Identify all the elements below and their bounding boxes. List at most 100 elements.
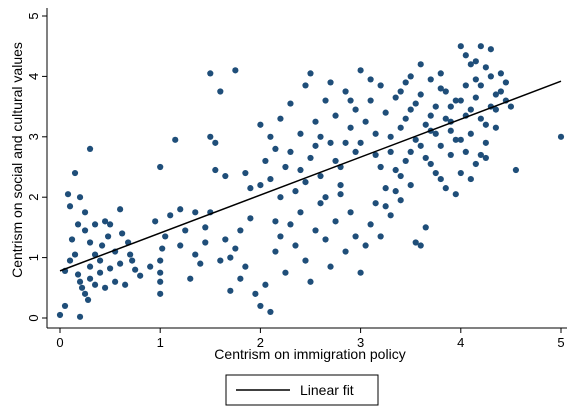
data-point xyxy=(327,139,334,146)
data-point xyxy=(427,112,434,119)
data-point xyxy=(467,130,474,137)
x-tick-label: 1 xyxy=(157,335,164,350)
data-point xyxy=(497,70,504,77)
data-point xyxy=(467,175,474,183)
data-point xyxy=(207,133,214,140)
data-point xyxy=(412,239,419,246)
data-point xyxy=(347,209,354,216)
data-point xyxy=(397,172,404,180)
data-point xyxy=(237,275,244,282)
data-point xyxy=(487,73,494,80)
data-point xyxy=(382,203,389,210)
linear-fit-line xyxy=(59,80,562,272)
data-point xyxy=(472,76,479,83)
data-point xyxy=(119,230,126,237)
data-point xyxy=(442,88,449,95)
data-point xyxy=(397,124,404,131)
data-point xyxy=(267,308,274,316)
data-point xyxy=(377,233,384,240)
data-point xyxy=(407,73,414,80)
data-point xyxy=(107,265,114,272)
data-point xyxy=(312,118,319,125)
data-point xyxy=(227,287,234,294)
data-point xyxy=(422,121,429,128)
data-point xyxy=(297,166,304,174)
data-point xyxy=(177,242,184,249)
data-point xyxy=(352,233,359,240)
data-point xyxy=(402,79,409,86)
data-point xyxy=(427,160,434,168)
data-point xyxy=(417,142,424,149)
data-point xyxy=(122,281,129,288)
data-point xyxy=(352,106,359,113)
data-point xyxy=(342,139,349,146)
data-point xyxy=(197,260,204,267)
data-point xyxy=(457,169,464,177)
data-point xyxy=(437,175,444,183)
y-tick-label: 0 xyxy=(26,314,41,321)
data-point xyxy=(432,103,439,110)
data-point xyxy=(242,263,249,270)
data-point xyxy=(362,118,369,125)
data-point xyxy=(297,209,304,216)
data-point xyxy=(557,133,565,140)
data-point xyxy=(187,275,194,282)
data-point xyxy=(407,182,414,189)
y-tick-label: 2 xyxy=(26,194,41,201)
data-point xyxy=(347,97,354,104)
data-point xyxy=(417,91,424,98)
data-point xyxy=(437,142,444,149)
data-point xyxy=(157,257,164,264)
data-point xyxy=(237,227,244,234)
data-point xyxy=(61,302,69,310)
data-point xyxy=(302,179,309,186)
data-point xyxy=(422,224,429,231)
data-point xyxy=(482,64,489,71)
data-point xyxy=(96,257,104,264)
data-point xyxy=(457,136,464,143)
data-point xyxy=(157,269,164,276)
data-point xyxy=(477,43,484,50)
data-point xyxy=(267,175,274,183)
data-point xyxy=(86,263,94,270)
data-point xyxy=(202,224,209,231)
data-point xyxy=(437,85,444,92)
data-point xyxy=(422,154,429,162)
data-point xyxy=(372,151,379,159)
x-axis-title: Centrism on immigration policy xyxy=(214,346,405,362)
data-point xyxy=(472,58,479,65)
data-point xyxy=(81,209,89,216)
y-axis-title: Centrism on social and cultural values xyxy=(9,42,25,278)
data-point xyxy=(387,148,394,155)
data-point xyxy=(492,91,499,98)
data-point xyxy=(307,278,314,285)
data-point xyxy=(81,290,89,297)
data-point xyxy=(412,100,419,107)
data-point xyxy=(447,127,454,134)
data-point xyxy=(392,166,399,174)
data-point xyxy=(212,166,219,174)
data-point xyxy=(91,221,99,228)
data-point xyxy=(272,218,279,225)
data-point xyxy=(332,218,339,225)
data-point xyxy=(472,160,479,168)
data-point xyxy=(342,248,349,255)
data-point xyxy=(302,82,309,89)
data-point xyxy=(462,148,469,155)
data-point xyxy=(387,212,394,219)
data-point xyxy=(402,115,409,122)
data-point xyxy=(442,115,449,122)
data-point xyxy=(282,163,289,171)
data-point xyxy=(372,130,379,137)
data-point xyxy=(437,70,444,77)
data-point xyxy=(64,191,72,198)
data-point xyxy=(66,203,74,210)
y-tick-label: 5 xyxy=(26,12,41,19)
data-point xyxy=(86,239,94,246)
data-point xyxy=(76,313,84,320)
data-point xyxy=(347,124,354,131)
data-point xyxy=(177,206,184,213)
data-point xyxy=(71,251,79,258)
data-point xyxy=(452,136,459,143)
